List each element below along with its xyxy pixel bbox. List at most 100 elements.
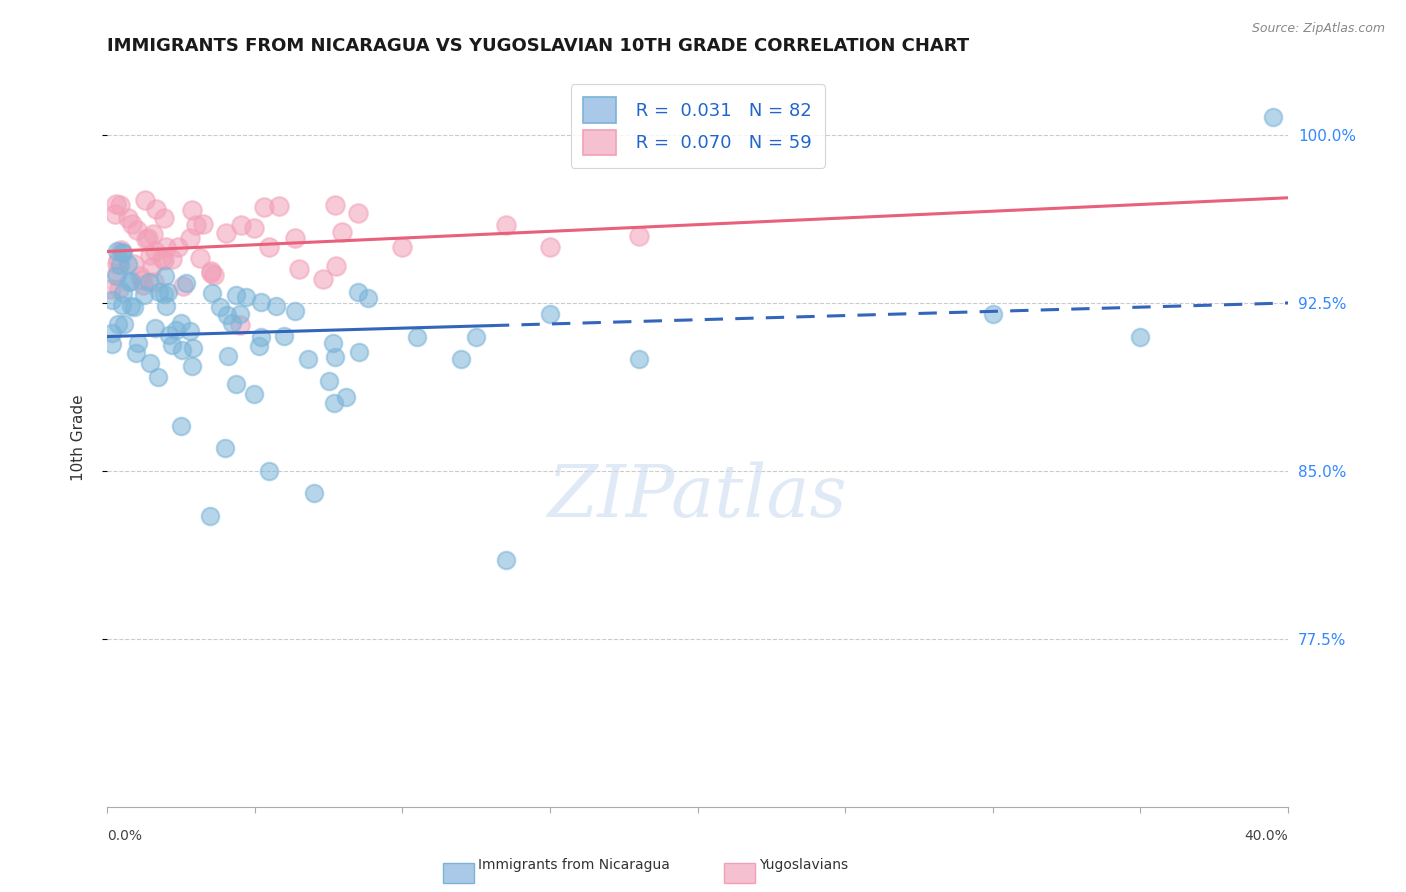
Point <box>406 329 429 343</box>
Point <box>180 359 202 373</box>
Point <box>1129 329 1152 343</box>
Point <box>170 316 193 330</box>
Point <box>156 285 179 300</box>
Point <box>312 271 335 285</box>
Point <box>112 318 135 332</box>
Point <box>108 282 131 296</box>
Text: 0.0%: 0.0% <box>107 829 142 843</box>
Point <box>153 269 176 284</box>
Point <box>191 218 214 232</box>
Text: IMMIGRANTS FROM NICARAGUA VS YUGOSLAVIAN 10TH GRADE CORRELATION CHART: IMMIGRANTS FROM NICARAGUA VS YUGOSLAVIAN… <box>107 37 969 55</box>
Point <box>112 285 135 300</box>
Point <box>135 232 157 246</box>
Point <box>627 228 650 243</box>
Point <box>107 318 129 332</box>
Point <box>322 336 344 351</box>
Point <box>104 268 127 283</box>
Point <box>101 326 124 340</box>
Point <box>117 257 139 271</box>
Point <box>101 293 124 308</box>
Point <box>225 287 247 301</box>
Point <box>105 267 128 281</box>
Point <box>181 202 204 217</box>
Point <box>318 374 340 388</box>
Point <box>165 323 187 337</box>
Point <box>215 308 238 322</box>
Point <box>229 218 252 232</box>
Point <box>347 285 370 299</box>
Point <box>107 252 129 267</box>
Point <box>127 335 149 350</box>
Point <box>225 376 247 391</box>
Text: ZIPatlas: ZIPatlas <box>548 461 848 532</box>
Y-axis label: 10th Grade: 10th Grade <box>72 394 86 481</box>
Point <box>229 307 252 321</box>
Point <box>134 287 156 301</box>
Point <box>125 346 148 360</box>
Point <box>141 260 163 274</box>
Point <box>120 299 142 313</box>
Point <box>118 276 141 290</box>
Point <box>142 227 165 241</box>
Point <box>323 396 346 410</box>
Point <box>143 275 166 289</box>
Point <box>190 251 212 265</box>
Point <box>229 318 252 333</box>
Point <box>235 290 257 304</box>
Point <box>217 349 239 363</box>
Text: Source: ZipAtlas.com: Source: ZipAtlas.com <box>1251 22 1385 36</box>
Point <box>160 252 183 266</box>
Point <box>136 231 159 245</box>
Point <box>250 294 273 309</box>
Point <box>200 264 222 278</box>
Point <box>347 344 370 359</box>
Point <box>152 253 174 268</box>
Point <box>242 221 264 235</box>
Point <box>288 262 311 277</box>
Point <box>247 339 270 353</box>
Text: Yugoslavians: Yugoslavians <box>759 858 848 872</box>
Point <box>347 206 370 220</box>
Point <box>134 193 156 207</box>
Point <box>323 350 346 364</box>
Point <box>104 197 127 211</box>
Point <box>357 291 380 305</box>
Point <box>200 266 222 280</box>
Legend:  R =  0.031   N = 82,  R =  0.070   N = 59: R = 0.031 N = 82, R = 0.070 N = 59 <box>571 85 824 168</box>
Point <box>179 324 201 338</box>
Point <box>132 277 155 292</box>
Point <box>148 369 170 384</box>
Point <box>143 244 166 259</box>
Point <box>122 300 145 314</box>
Point <box>302 486 325 500</box>
Point <box>627 351 650 366</box>
Point <box>104 207 127 221</box>
Point <box>284 231 307 245</box>
Point <box>465 329 488 343</box>
Point <box>259 464 281 478</box>
Point <box>215 226 238 240</box>
Point <box>1263 110 1285 124</box>
Point <box>108 197 131 211</box>
Point <box>153 287 176 301</box>
Point <box>157 327 180 342</box>
Point <box>111 297 134 311</box>
Point <box>167 240 190 254</box>
Point <box>273 328 295 343</box>
Point <box>139 356 162 370</box>
Point <box>259 240 281 254</box>
Point <box>202 268 225 282</box>
Point <box>160 338 183 352</box>
Point <box>450 351 472 366</box>
Point <box>100 282 122 296</box>
Point <box>297 351 319 366</box>
Point <box>335 391 357 405</box>
Point <box>170 419 193 434</box>
Text: Immigrants from Nicaragua: Immigrants from Nicaragua <box>478 858 669 872</box>
Point <box>128 268 150 283</box>
Point <box>391 240 413 254</box>
Point <box>172 279 194 293</box>
Point <box>112 246 135 260</box>
Point <box>145 202 167 217</box>
Point <box>170 343 193 358</box>
